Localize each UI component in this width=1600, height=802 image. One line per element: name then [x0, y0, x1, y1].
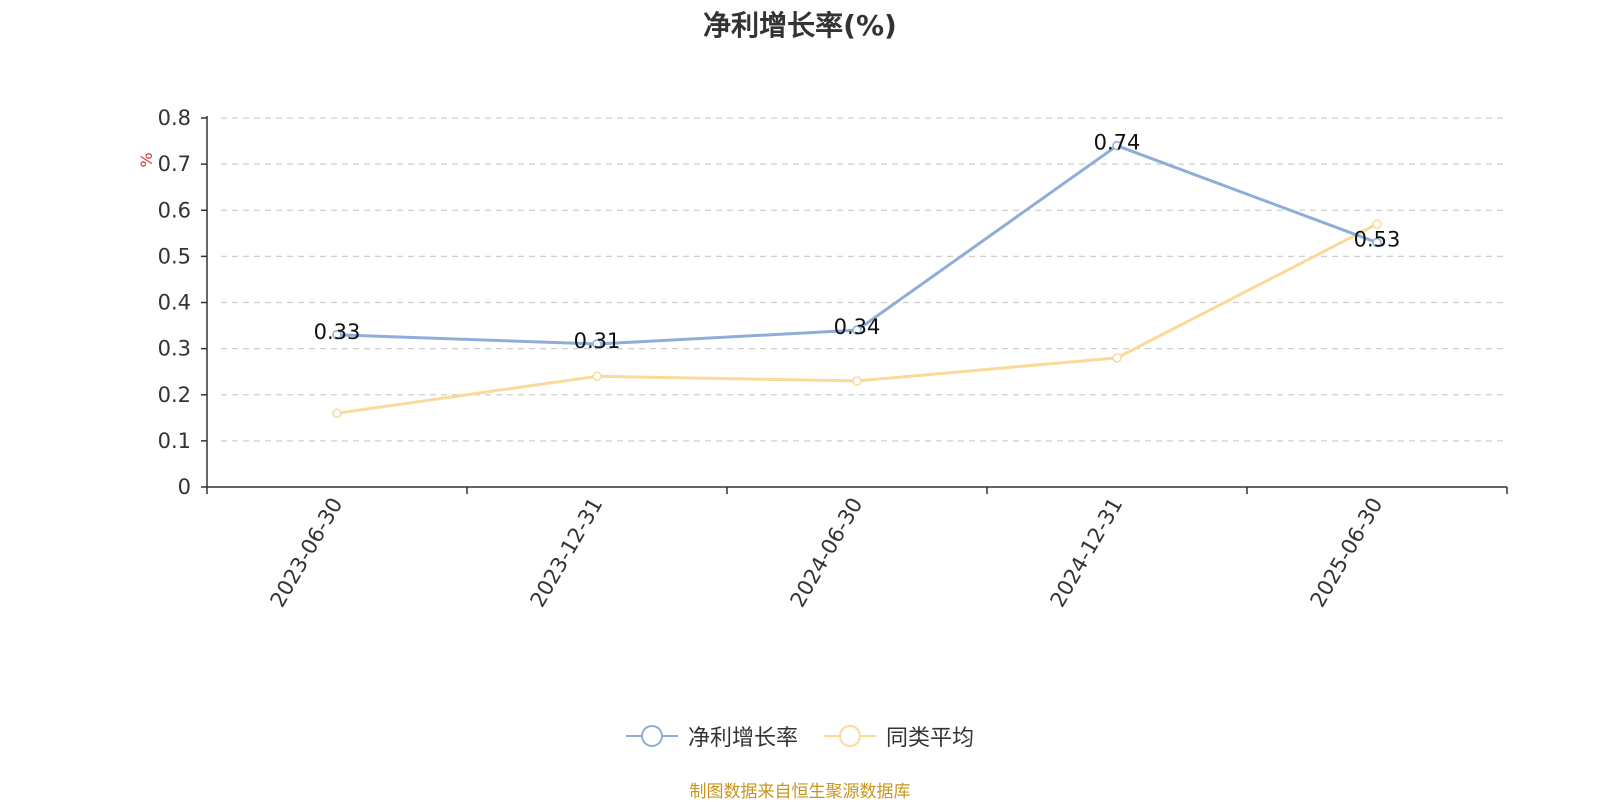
y-tick-label: 0.7 [158, 152, 191, 176]
y-tick-label: 0.6 [158, 198, 191, 222]
data-labels: 0.33 0.31 0.34 0.74 0.53 [314, 131, 1401, 353]
x-tick-label: 2024-06-30 [786, 494, 868, 612]
data-point [332, 330, 342, 340]
data-label: 0.31 [574, 329, 621, 353]
legend-line-circle-icon [824, 725, 876, 747]
y-tick-label: 0.8 [158, 106, 191, 130]
legend-line-circle-icon [625, 725, 678, 747]
data-label: 0.33 [314, 320, 361, 344]
data-point [592, 371, 602, 382]
legend-item-net-profit[interactable]: 净利增长率 [625, 720, 798, 752]
legend: 净利增长率 同类平均 [0, 720, 1600, 752]
data-point [332, 408, 342, 418]
y-tick-label: 0 [178, 475, 191, 499]
gridlines [221, 117, 1507, 442]
data-point [852, 325, 862, 335]
data-source-note: 制图数据来自恒生聚源数据库 [689, 782, 911, 802]
x-tick-label: 2025-06-30 [1306, 494, 1388, 612]
y-tick-label: 0.5 [158, 244, 191, 268]
y-tick-label: 0.2 [158, 383, 191, 407]
x-tick-label: 2023-06-30 [266, 494, 348, 612]
data-point [852, 376, 862, 386]
x-tick-label: 2024-12-31 [1046, 494, 1128, 612]
data-point [1112, 140, 1122, 151]
legend-label-peer-average: 同类平均 [886, 726, 975, 751]
data-point [1112, 353, 1122, 363]
data-point [1372, 237, 1382, 248]
series [332, 140, 1382, 418]
axes: 0 0.1 0.2 0.3 0.4 0.5 0.6 0.7 0.8 2023-06-30 2023-… [158, 106, 1508, 612]
y-tick-label: 0.3 [158, 337, 191, 361]
data-label: 0.34 [834, 315, 881, 339]
chart-title: 净利增长率(%) [703, 9, 897, 42]
data-label: 0.53 [1354, 228, 1401, 252]
legend-label-net-profit: 净利增长率 [687, 726, 798, 751]
y-tick-label: 0.4 [158, 291, 191, 315]
x-tick-label: 2023-12-31 [526, 494, 608, 612]
legend-item-peer-average[interactable]: 同类平均 [824, 720, 974, 752]
data-point [592, 339, 602, 349]
data-label: 0.74 [1094, 131, 1141, 155]
data-point [1372, 219, 1382, 229]
y-tick-label: 0.1 [158, 429, 191, 453]
y-axis-unit: % [137, 152, 156, 167]
